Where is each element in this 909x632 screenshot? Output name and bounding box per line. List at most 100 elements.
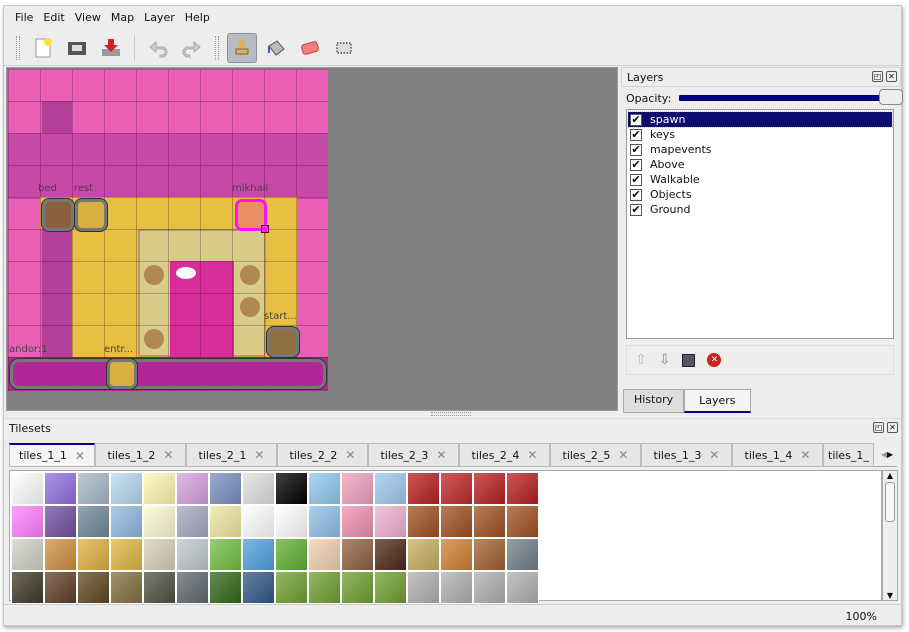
tile[interactable] (242, 505, 275, 538)
tile[interactable] (176, 538, 209, 571)
scroll-right-icon[interactable]: ▶ (887, 449, 894, 459)
tile[interactable] (11, 505, 44, 538)
close-icon[interactable]: ✕ (886, 71, 897, 82)
tileset-tab[interactable]: tiles_2_1 ✕ (186, 443, 277, 467)
tile[interactable] (242, 472, 275, 505)
tile[interactable] (77, 505, 110, 538)
layer-item[interactable]: ✔ Walkable (628, 172, 892, 187)
visibility-checkbox[interactable]: ✔ (630, 127, 642, 141)
close-tab-icon[interactable]: ✕ (254, 448, 265, 462)
stamp-brush-button[interactable] (227, 32, 257, 63)
tile[interactable] (77, 538, 110, 571)
tile[interactable] (473, 472, 506, 505)
tile[interactable] (176, 472, 209, 505)
tileset-tab[interactable]: tiles_1_3 ✕ (641, 443, 732, 467)
tile[interactable] (407, 472, 440, 505)
map-object-entrance[interactable] (107, 359, 137, 389)
layer-item[interactable]: ✔ spawn (627, 111, 893, 128)
close-tab-icon[interactable]: ✕ (436, 448, 447, 462)
tile[interactable] (407, 571, 440, 604)
tile[interactable] (407, 538, 440, 571)
move-layer-up-icon[interactable]: ⇧ (635, 352, 647, 368)
tile[interactable] (44, 505, 77, 538)
tile[interactable] (77, 472, 110, 505)
map-canvas[interactable]: bed rest mikhail start... andor:1 entr..… (6, 67, 618, 411)
duplicate-layer-icon[interactable] (682, 353, 696, 367)
tile[interactable] (242, 571, 275, 604)
tile[interactable] (11, 571, 44, 604)
toolbar-grip[interactable] (215, 35, 219, 60)
tile[interactable] (341, 571, 374, 604)
save-button[interactable] (96, 33, 126, 63)
tile[interactable] (374, 571, 407, 604)
tile[interactable] (341, 505, 374, 538)
scrollbar-thumb[interactable] (885, 482, 895, 522)
map-object-bed[interactable] (42, 199, 74, 231)
tile[interactable] (209, 505, 242, 538)
tile[interactable] (506, 571, 539, 604)
tile[interactable] (209, 571, 242, 604)
menu-help[interactable]: Help (184, 11, 210, 24)
tile[interactable] (440, 571, 473, 604)
tile[interactable] (143, 505, 176, 538)
new-map-button[interactable] (28, 33, 58, 63)
layer-item[interactable]: ✔ mapevents (628, 142, 892, 157)
tile[interactable] (506, 505, 539, 538)
slider-handle[interactable] (879, 89, 903, 105)
layer-item[interactable]: ✔ Above (628, 157, 892, 172)
vertical-scrollbar[interactable]: ▲ ▼ (882, 470, 898, 601)
tile[interactable] (374, 505, 407, 538)
tile[interactable] (506, 472, 539, 505)
close-tab-icon[interactable]: ✕ (74, 448, 85, 463)
tab-layers[interactable]: Layers (684, 389, 751, 413)
tile[interactable] (275, 505, 308, 538)
tile[interactable] (308, 571, 341, 604)
scroll-down-icon[interactable]: ▼ (886, 591, 894, 600)
tile[interactable] (209, 538, 242, 571)
toolbar-grip[interactable] (16, 35, 20, 60)
tile[interactable] (143, 538, 176, 571)
tileset-tab[interactable]: tiles_2_2 ✕ (277, 443, 368, 467)
tileset-tab[interactable]: tiles_2_4 ✕ (459, 443, 550, 467)
tileset-tab[interactable]: tiles_1_4 ✕ (732, 443, 823, 467)
tile[interactable] (176, 571, 209, 604)
resize-handle[interactable] (261, 225, 269, 233)
tile[interactable] (44, 571, 77, 604)
layer-item[interactable]: ✔ keys (628, 127, 892, 142)
float-icon[interactable]: ◰ (873, 422, 884, 433)
menu-map[interactable]: Map (110, 11, 135, 24)
tile[interactable] (110, 472, 143, 505)
tile[interactable] (407, 505, 440, 538)
visibility-checkbox[interactable]: ✔ (630, 112, 642, 126)
tile[interactable] (440, 538, 473, 571)
tile[interactable] (77, 571, 110, 604)
visibility-checkbox[interactable]: ✔ (630, 202, 642, 216)
tile[interactable] (473, 538, 506, 571)
tile[interactable] (44, 472, 77, 505)
tile[interactable] (209, 472, 242, 505)
tile[interactable] (308, 505, 341, 538)
delete-layer-icon[interactable]: ✕ (707, 353, 722, 367)
tile[interactable] (110, 505, 143, 538)
map-object-andor[interactable] (10, 359, 326, 389)
tile[interactable] (473, 571, 506, 604)
redo-button[interactable] (177, 33, 207, 63)
map-object-start[interactable] (267, 327, 299, 357)
map-object-rest[interactable] (75, 199, 107, 231)
tile[interactable] (242, 538, 275, 571)
menu-layer[interactable]: Layer (144, 11, 175, 24)
tile[interactable] (275, 571, 308, 604)
tileset-tab[interactable]: tiles_1_ (823, 443, 874, 467)
tile[interactable] (110, 538, 143, 571)
menu-view[interactable]: View (74, 11, 101, 24)
tile[interactable] (341, 472, 374, 505)
bucket-fill-button[interactable] (261, 33, 291, 63)
eraser-button[interactable] (295, 33, 325, 63)
close-tab-icon[interactable]: ✕ (800, 448, 811, 462)
menu-file[interactable]: File (15, 11, 34, 24)
open-button[interactable] (62, 33, 92, 63)
tile[interactable] (341, 538, 374, 571)
layer-item[interactable]: ✔ Objects (628, 187, 892, 202)
tile[interactable] (374, 538, 407, 571)
map[interactable]: bed rest mikhail start... andor:1 entr..… (8, 69, 328, 391)
